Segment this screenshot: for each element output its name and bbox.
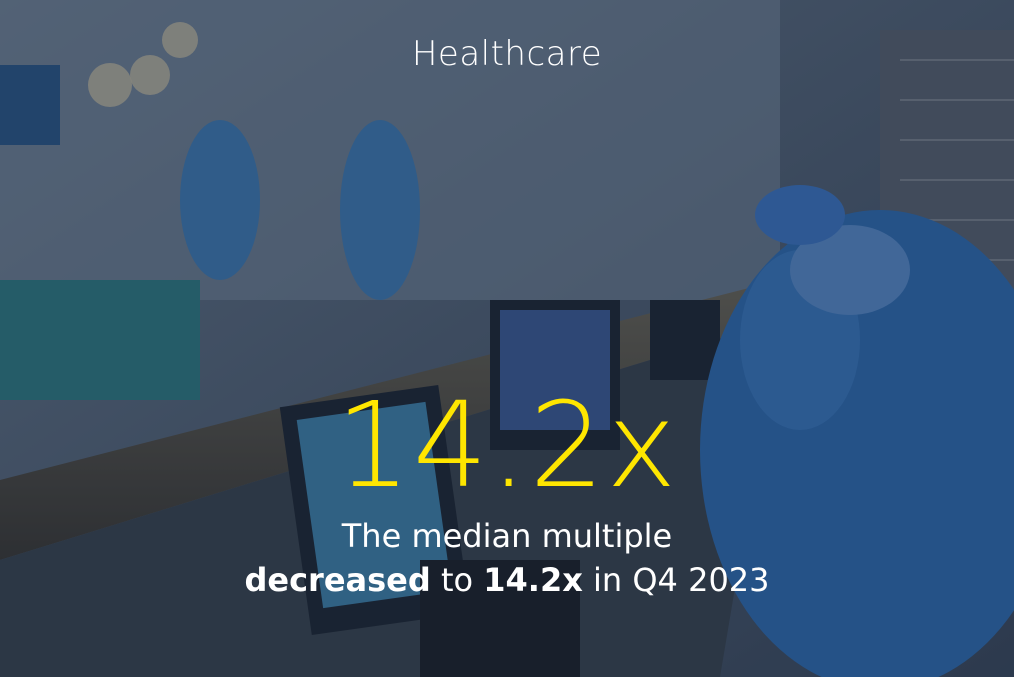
description-line-2: decreased to 14.2x in Q4 2023 — [0, 558, 1014, 602]
headline-multiple-value: 14.2x — [335, 376, 679, 514]
description-line-1: The median multiple — [341, 517, 673, 555]
category-title: Healthcare — [411, 34, 603, 74]
description-period: in Q4 2023 — [582, 561, 770, 599]
stat-description: The median multiple decreased to 14.2x i… — [0, 514, 1014, 602]
description-connector: to — [430, 561, 484, 599]
description-emphasis-value: 14.2x — [483, 561, 583, 599]
description-emphasis-decreased: decreased — [244, 561, 431, 599]
